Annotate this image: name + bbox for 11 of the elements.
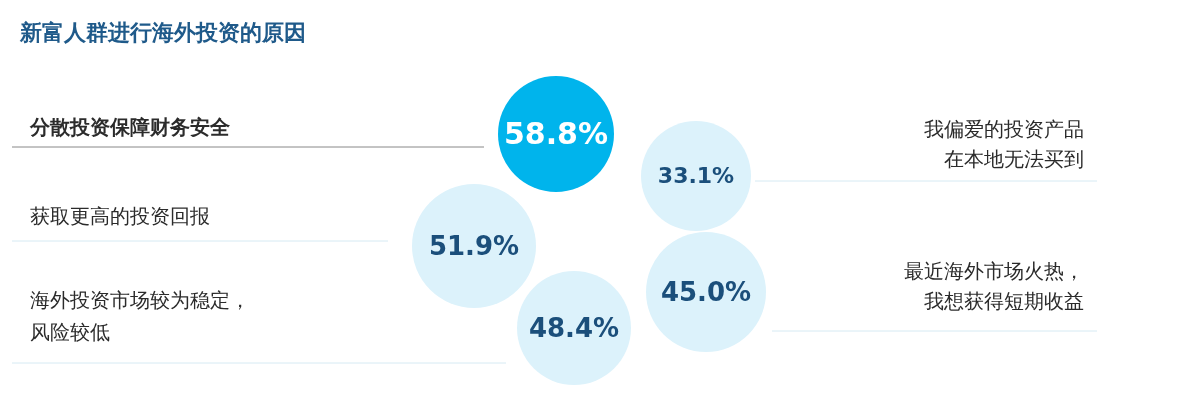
data-label: 51.9% — [428, 230, 520, 261]
data-label: 58.8% — [503, 115, 609, 151]
category-label: 海外投资市场较为稳定，风险较低 — [30, 287, 250, 344]
data-label: 48.4% — [528, 312, 620, 343]
category-label: 获取更高的投资回报 — [30, 203, 210, 228]
category-label: 最近海外市场火热，我想获得短期收益 — [904, 258, 1084, 313]
data-label: 45.0% — [660, 276, 752, 307]
category-label: 分散投资保障财务安全 — [29, 114, 231, 139]
text: 新富人群进行海外投资的原因 — [19, 20, 306, 45]
data-label: 33.1% — [657, 163, 735, 188]
category-label: 我偏爱的投资产品在本地无法买到 — [924, 116, 1084, 171]
